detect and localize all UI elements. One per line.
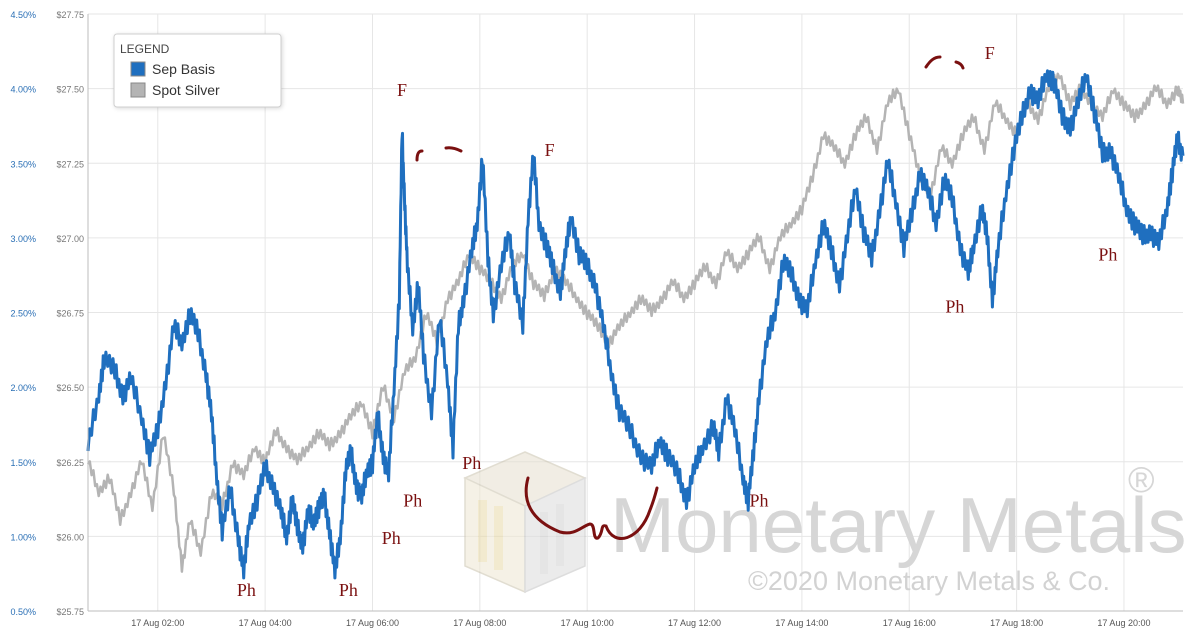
hand-drawn-hook-mark-2 xyxy=(444,146,463,153)
annotation-label: Ph xyxy=(382,528,401,548)
y-right-tick-label: $27.25 xyxy=(56,159,84,169)
y-left-tick-label: 4.50% xyxy=(10,10,36,20)
series-layer xyxy=(86,69,1185,580)
y-right-tick-label: $27.50 xyxy=(56,85,84,95)
y-left-tick-label: 1.50% xyxy=(10,458,36,468)
y-right-tick-label: $26.00 xyxy=(56,532,84,542)
annotation-label: Ph xyxy=(237,580,256,600)
legend: LEGEND Sep Basis Spot Silver xyxy=(113,33,282,108)
y-right-tick-label: $26.50 xyxy=(56,383,84,393)
y-right-tick-label: $27.00 xyxy=(56,234,84,244)
legend-label-spot-silver: Spot Silver xyxy=(152,82,220,98)
y-left-tick-label: 2.50% xyxy=(10,309,36,319)
legend-box xyxy=(113,33,282,108)
x-tick-label: 17 Aug 10:00 xyxy=(561,618,614,628)
y-left-tick-label: 4.00% xyxy=(10,85,36,95)
x-tick-label: 17 Aug 08:00 xyxy=(453,618,506,628)
x-tick-label: 17 Aug 06:00 xyxy=(346,618,399,628)
annotation-label: Ph xyxy=(339,580,358,600)
hand-drawn-hook-mark-1 xyxy=(415,149,424,162)
annotation-label: Ph xyxy=(749,491,768,511)
series-line-spot-silver xyxy=(86,72,1185,573)
x-tick-label: 17 Aug 14:00 xyxy=(775,618,828,628)
y-left-tick-label: 2.00% xyxy=(10,383,36,393)
hand-drawn-curve-mark xyxy=(524,476,659,541)
hand-drawn-hook-mark-4 xyxy=(954,60,965,70)
x-tick-label: 17 Aug 04:00 xyxy=(239,618,292,628)
watermark-name: Monetary Metals xyxy=(610,481,1185,569)
axes: 0.50% $25.75 1.00% $26.00 1.50% $26.25 2.00% $2… xyxy=(10,10,1183,628)
legend-swatch-spot-silver xyxy=(130,82,146,98)
legend-swatch-sep-basis xyxy=(130,61,146,77)
annotation-label: Ph xyxy=(945,297,964,317)
y-right-tick-label: $25.75 xyxy=(56,607,84,617)
watermark-registered: ® xyxy=(1128,459,1155,500)
y-left-tick-label: 1.00% xyxy=(10,532,36,542)
legend-label-sep-basis: Sep Basis xyxy=(152,61,215,77)
x-tick-label: 17 Aug 20:00 xyxy=(1097,618,1150,628)
x-tick-label: 17 Aug 02:00 xyxy=(131,618,184,628)
annotation-label: Ph xyxy=(462,453,481,473)
annotation-label: F xyxy=(985,43,995,63)
y-left-tick-label: 3.50% xyxy=(10,159,36,169)
y-right-tick-label: $26.25 xyxy=(56,458,84,468)
y-left-tick-label: 3.00% xyxy=(10,234,36,244)
y-right-tick-label: $26.75 xyxy=(56,309,84,319)
annotation-label: Ph xyxy=(1098,244,1117,264)
y-left-tick-label: 0.50% xyxy=(10,607,36,617)
watermark-copyright: ©2020 Monetary Metals & Co. xyxy=(748,566,1110,596)
watermark: Monetary Metals ® ©2020 Monetary Metals … xyxy=(463,451,1185,596)
annotation-label: F xyxy=(545,140,555,160)
x-tick-label: 17 Aug 16:00 xyxy=(883,618,936,628)
annotation-label: Ph xyxy=(403,491,422,511)
x-tick-label: 17 Aug 18:00 xyxy=(990,618,1043,628)
series-line-sep-basis xyxy=(86,69,1185,580)
x-tick-label: 17 Aug 12:00 xyxy=(668,618,721,628)
watermark-cube-logo xyxy=(463,451,587,594)
hand-drawn-hook-mark-3 xyxy=(924,55,942,69)
annotation-label: F xyxy=(397,80,407,100)
y-right-tick-label: $27.75 xyxy=(56,10,84,20)
legend-title: LEGEND xyxy=(120,42,170,56)
